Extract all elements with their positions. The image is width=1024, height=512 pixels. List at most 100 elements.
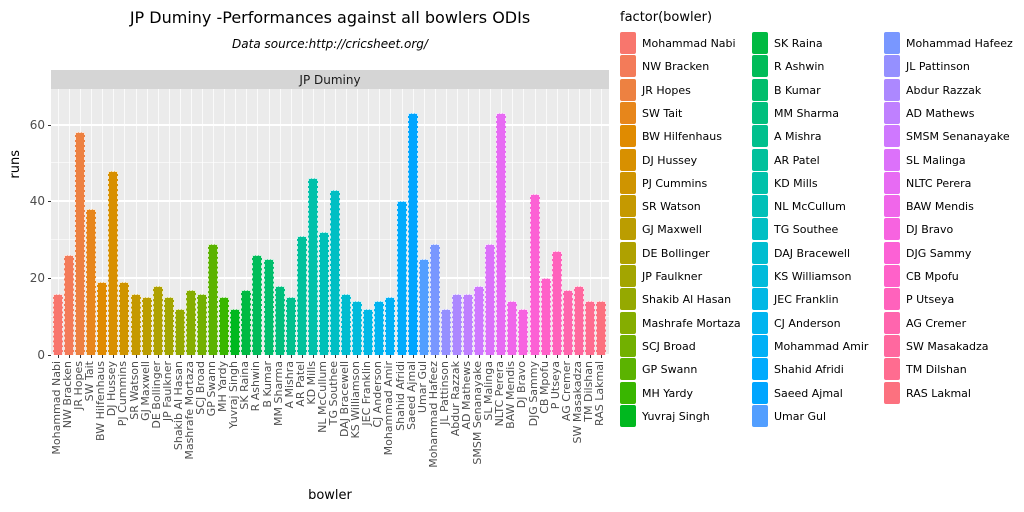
bar-ad-mathews <box>463 293 474 355</box>
legend-swatch <box>884 265 900 287</box>
gridline-vertical <box>135 89 137 355</box>
bar-a-mishra <box>285 297 296 355</box>
y-tick-mark <box>48 201 51 203</box>
x-tick-mark <box>368 355 370 358</box>
bar-r-ashwin <box>252 255 263 355</box>
x-tick-mark <box>567 355 569 358</box>
legend-swatch <box>752 311 768 334</box>
chart-title: JP Duminy -Performances against all bowl… <box>129 8 531 27</box>
legend-label: DJ Hussey <box>642 153 698 167</box>
gridline-major <box>51 277 609 280</box>
bar-mashrafe-mortaza <box>185 289 196 355</box>
gridline-vertical <box>357 89 359 355</box>
bar-jp-faulkner <box>163 297 174 355</box>
bar-nltc-perera <box>496 113 507 355</box>
bar-tg-southee <box>330 189 341 355</box>
legend-label: JL Pattinson <box>906 60 970 74</box>
bar-sw-masakadza <box>573 285 584 355</box>
legend-label: AG Cremer <box>906 316 967 330</box>
legend-swatch <box>620 78 636 101</box>
gridline-vertical <box>268 89 270 355</box>
legend-label: Mohammad Nabi <box>642 37 736 50</box>
gridline-vertical <box>323 89 325 355</box>
x-tick-mark <box>102 355 104 358</box>
gridline-vertical <box>157 89 159 355</box>
legend-swatch <box>884 148 900 171</box>
x-tick-mark <box>346 355 348 358</box>
gridline-vertical <box>301 89 303 355</box>
legend-label: MH Yardy <box>642 386 694 400</box>
legend-label: PJ Cummins <box>642 176 708 190</box>
legend-swatch <box>620 358 636 381</box>
legend-label: SMSM Senanayake <box>906 130 1010 144</box>
x-tick-mark <box>202 355 204 358</box>
bar-shakib-al-hasan <box>174 308 185 355</box>
bar-dj-hussey <box>108 170 119 355</box>
x-tick-mark <box>91 355 93 358</box>
legend-swatch <box>752 125 768 148</box>
legend-swatch <box>884 358 900 381</box>
legend-label: BAW Mendis <box>906 200 974 214</box>
legend-label: AD Mathews <box>906 106 975 120</box>
legend-swatch <box>884 78 900 101</box>
legend-swatch <box>884 241 900 264</box>
legend-swatch <box>752 195 768 218</box>
x-tick-mark <box>323 355 325 358</box>
bar-sl-malinga <box>485 243 496 355</box>
x-tick-label: RAS Lakmal <box>593 361 607 426</box>
legend-label: Umar Gul <box>774 409 827 423</box>
bar-jr-hopes <box>75 132 86 355</box>
x-tick-mark <box>135 355 137 358</box>
gridline-vertical <box>290 89 292 355</box>
x-tick-mark <box>534 355 536 358</box>
gridline-major <box>51 354 609 355</box>
x-tick-label: SR Watson <box>127 361 141 420</box>
legend-swatch <box>620 148 636 171</box>
bar-ar-patel <box>296 236 307 355</box>
bar-sr-watson <box>130 293 141 355</box>
legend-label: Shahid Afridi <box>774 363 844 377</box>
legend-swatch <box>752 148 768 171</box>
x-tick-label: R Ashwin <box>249 361 263 412</box>
bar-daj-bracewell <box>341 293 352 355</box>
gridline-vertical <box>423 89 425 355</box>
y-tick-mark <box>48 278 51 280</box>
gridline-vertical <box>456 89 458 355</box>
x-tick-label: Mohammad Amir <box>382 361 396 456</box>
legend-label: CB Mpofu <box>906 270 959 283</box>
gridline-major <box>51 123 609 126</box>
legend-label: B Kumar <box>774 83 821 97</box>
legend-swatch <box>884 381 900 404</box>
legend-swatch <box>620 125 636 148</box>
legend-label: TM Dilshan <box>906 363 967 377</box>
y-axis-title: runs <box>8 150 23 179</box>
gridline-minor <box>51 315 609 317</box>
gridline-minor <box>51 162 609 164</box>
legend-label: DE Bollinger <box>642 246 710 260</box>
x-tick-mark <box>390 355 392 358</box>
legend-label: AR Patel <box>774 153 820 167</box>
legend-label: SW Tait <box>642 106 683 120</box>
legend-swatch <box>884 101 900 124</box>
bar-mohammad-amir <box>385 297 396 355</box>
legend-label: KD Mills <box>774 176 818 190</box>
x-tick-mark <box>58 355 59 358</box>
gridline-vertical <box>190 89 192 355</box>
legend-label: Mohammad Hafeez <box>906 37 1013 50</box>
gridline-vertical <box>102 89 104 355</box>
bar-gj-maxwell <box>141 297 152 355</box>
legend-label: Yuvraj Singh <box>642 409 710 423</box>
bar-mm-sharma <box>274 285 285 355</box>
x-tick-label: MM Sharma <box>271 361 285 426</box>
y-tick-label: 20 <box>29 271 45 286</box>
legend-label: SK Raina <box>774 37 823 50</box>
legend-label: Shakib Al Hasan <box>642 293 732 307</box>
bar-mohammad-nabi <box>53 293 63 355</box>
legend-swatch <box>752 265 768 287</box>
x-tick-mark <box>279 355 281 358</box>
gridline-vertical <box>58 89 59 355</box>
x-tick-mark <box>434 355 436 358</box>
legend-swatch <box>752 218 768 241</box>
gridline-vertical <box>213 89 215 355</box>
